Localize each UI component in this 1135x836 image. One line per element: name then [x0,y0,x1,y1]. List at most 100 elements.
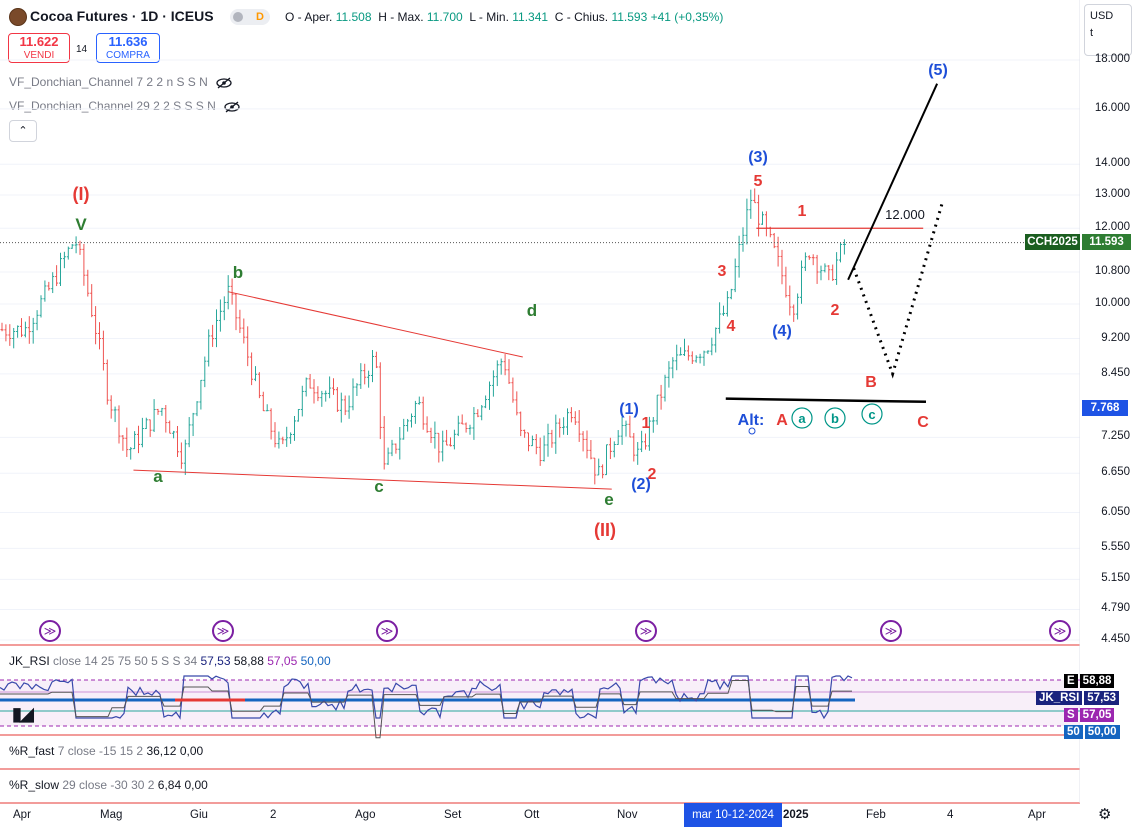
time-tick-label: Mag [100,809,123,821]
currency-select[interactable]: USD [1090,10,1114,22]
event-marker-icon[interactable]: ≫ [1049,620,1071,642]
rsi-badge-tag: E [1064,674,1078,688]
toggle-knob-icon [233,12,243,22]
wave-label: 5 [754,173,763,190]
rsi-ema-line [0,679,852,739]
rsi-badge-value: 50,00 [1084,725,1120,739]
wave-label: c [868,407,875,422]
settings-gear-icon[interactable]: ⚙ [1098,806,1112,823]
open-label: O - Aper. [285,10,333,24]
symbol-title[interactable]: Cocoa Futures · 1D · ICEUS [30,8,214,24]
rsi-v1: 57,53 [200,654,231,668]
rsi-badge-value: 57,53 [1084,691,1120,705]
rsi-badge-value: 57,05 [1079,708,1115,722]
open-value: 11.508 [335,10,372,24]
price-chart[interactable]: (I)Vabcde(II)(1)12(2)345(3)12(4)(5)BCAAl… [0,0,1080,836]
wave-label: A [776,412,788,429]
event-marker-icon[interactable]: ≫ [39,620,61,642]
alt-marker-dot [748,427,756,435]
eye-hidden-icon[interactable] [215,77,233,89]
unit-select[interactable]: t [1090,27,1094,39]
rslow-pane-legend[interactable]: %R_slow 29 close -30 30 2 6,84 0,00 [9,778,208,792]
tradingview-logo-icon: ▮◢ [12,704,34,724]
price-tick-label: 5.150 [1101,572,1130,585]
projection-path [852,201,945,379]
indicator-donchian-7-label: VF_Donchian_Channel 7 2 2 n S S N [9,75,208,89]
currency-unit-selector[interactable]: USD t [1084,4,1132,56]
delay-badge: D [256,11,264,23]
rsi-v4: 50,00 [300,654,331,668]
wave-label: 1 [798,203,807,220]
close-label: C - Chius. [554,10,609,24]
wave-label: (5) [928,62,948,79]
rfast-name: %R_fast [9,744,55,758]
wave-label: e [604,490,613,509]
price-tick-label: 4.450 [1101,633,1130,645]
rsi-badge: E 58,88 [1064,671,1115,689]
time-tick-label: Ago [355,809,376,821]
wave-label: d [527,301,537,320]
time-cursor-label: mar 10-12-2024 [684,803,782,827]
rsi-pane-legend[interactable]: JK_RSI close 14 25 75 50 5 S S 34 57,53 … [9,654,331,668]
close-value: 11.593 [611,10,648,24]
delay-toggle[interactable]: D [230,9,270,25]
wave-label: a [153,467,163,486]
alt-wave-circle [861,403,883,425]
alt-wave-circle [791,407,813,429]
eye-hidden-icon[interactable] [223,101,241,113]
trendline [133,469,612,490]
time-tick-label: Apr [1028,809,1046,821]
wave-label: (4) [772,323,792,340]
time-tick-label: Apr [13,809,31,821]
event-marker-icon[interactable]: ≫ [880,620,902,642]
price-tick-label: 5.550 [1101,541,1130,554]
wave-label: (I) [73,184,90,204]
rsi-name: JK_RSI [9,654,50,668]
indicator-donchian-7[interactable]: VF_Donchian_Channel 7 2 2 n S S N [9,75,233,89]
trendline [227,291,523,358]
sell-button[interactable]: 11.622 VENDI [8,33,70,63]
low-value: 11.341 [512,10,549,24]
event-marker-icon[interactable]: ≫ [376,620,398,642]
rsi-line [0,675,853,720]
buy-button[interactable]: 11.636 COMPRA [96,33,160,63]
support-line [725,397,927,404]
time-tick-label: Feb [866,809,886,821]
rfast-pane-legend[interactable]: %R_fast 7 close -15 15 2 36,12 0,00 [9,744,203,758]
wave-label: V [75,215,87,234]
event-marker-icon[interactable]: ≫ [212,620,234,642]
wave-label: b [233,263,243,282]
rsi-v2: 58,88 [233,654,264,668]
rfast-v2: 0,00 [179,744,204,758]
rsi-badge: JK_RSI 57,53 [1036,688,1120,706]
price-tick-label: 13.000 [1094,188,1130,201]
time-tick-label: Giu [190,809,208,821]
last-price-label: CCH2025 11.593 [1025,234,1131,250]
time-tick-label: Set [444,809,462,821]
wave-label: Alt: [738,412,765,429]
cursor-price-label: 7.768 [1082,400,1128,416]
price-tick-label: 10.000 [1094,296,1130,309]
rslow-name: %R_slow [9,778,60,792]
sell-label: VENDI [23,50,55,61]
buy-price: 11.636 [108,34,148,49]
indicator-donchian-29[interactable]: VF_Donchian_Channel 29 2 2 S S S N [9,99,241,113]
price-tick-label: 12.000 [1094,221,1130,234]
wave-label: 1 [642,415,651,432]
wave-label: 3 [718,263,727,280]
rslow-params: 29 close -30 30 2 [62,778,155,792]
spread-value: 14 [76,44,88,55]
sell-price: 11.622 [19,34,59,49]
ohlc-readout: O - Aper. 11.508 H - Max. 11.700 L - Min… [285,10,723,24]
price-tick-label: 4.790 [1101,602,1130,615]
wave-label: 4 [727,318,736,335]
price-tick-label: 14.000 [1094,157,1130,170]
wave-label: (3) [748,149,768,166]
level-label: 12.000 [885,207,925,222]
rfast-params: 7 close -15 15 2 [57,744,144,758]
rsi-badge-tag: JK_RSI [1036,691,1083,705]
rsi-badge-tag: S [1064,708,1078,722]
collapse-indicators-button[interactable]: ⌃ [9,120,37,142]
time-tick-label: 4 [947,809,954,821]
event-marker-icon[interactable]: ≫ [635,620,657,642]
